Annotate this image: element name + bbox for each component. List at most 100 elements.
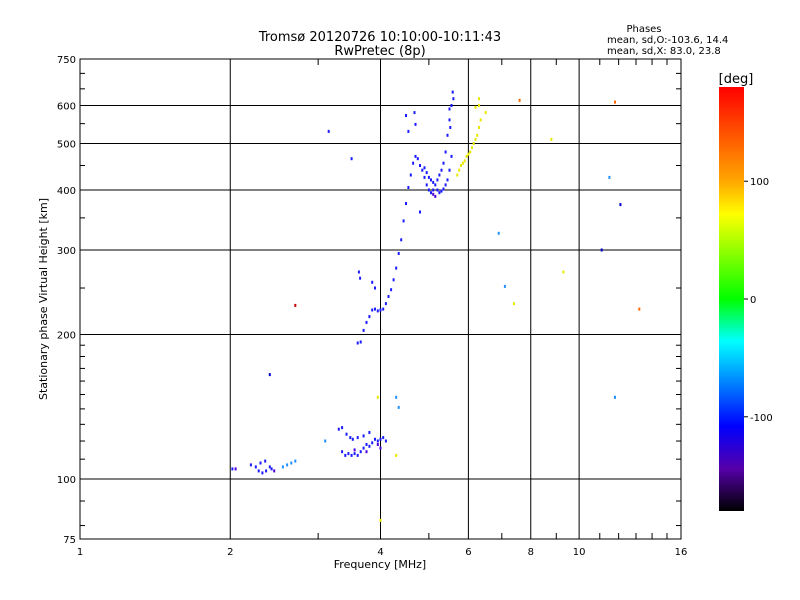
data-point bbox=[254, 465, 257, 469]
y-tick-label: 600 bbox=[57, 102, 76, 113]
x-tick-label: 16 bbox=[675, 547, 688, 558]
data-point bbox=[376, 395, 379, 399]
data-point bbox=[249, 463, 252, 467]
data-point bbox=[368, 315, 371, 319]
data-point bbox=[438, 191, 441, 195]
y-tick-label: 75 bbox=[63, 535, 76, 546]
data-point bbox=[438, 173, 441, 177]
data-point bbox=[448, 168, 451, 172]
data-point bbox=[416, 157, 419, 161]
y-tick-label: 500 bbox=[57, 140, 76, 151]
y-tick-label: 300 bbox=[57, 246, 76, 257]
data-point bbox=[379, 446, 382, 450]
data-point bbox=[234, 467, 237, 471]
data-point bbox=[450, 154, 453, 158]
data-point bbox=[430, 178, 432, 182]
data-point bbox=[350, 453, 353, 457]
data-point bbox=[608, 175, 611, 179]
data-point bbox=[397, 252, 400, 255]
y-tick-label: 200 bbox=[57, 331, 76, 342]
data-point bbox=[357, 270, 360, 274]
data-point bbox=[376, 443, 379, 446]
data-point bbox=[344, 453, 347, 457]
data-point bbox=[390, 288, 393, 292]
data-point bbox=[400, 238, 403, 242]
data-point bbox=[349, 436, 352, 440]
colorbar-tick-label: 100 bbox=[750, 177, 769, 188]
x-tick-label: 6 bbox=[465, 547, 471, 558]
data-point bbox=[261, 471, 264, 475]
data-point bbox=[270, 467, 273, 471]
data-point bbox=[474, 137, 477, 141]
data-point bbox=[472, 142, 475, 145]
data-point bbox=[368, 444, 371, 448]
colorbar-tick-label: -100 bbox=[750, 413, 773, 424]
data-point bbox=[444, 150, 447, 154]
data-point bbox=[265, 469, 268, 473]
data-point bbox=[359, 276, 362, 280]
data-point bbox=[425, 171, 428, 175]
data-point bbox=[512, 302, 515, 306]
x-axis-label: Frequency [MHz] bbox=[334, 558, 426, 571]
data-point bbox=[286, 463, 289, 467]
x-tick-label: 4 bbox=[377, 547, 383, 558]
data-point bbox=[294, 303, 297, 307]
data-point bbox=[436, 188, 439, 192]
data-point bbox=[446, 178, 449, 182]
y-axis-ticks: 75 100 200 300 400 500 600 750 bbox=[57, 55, 681, 546]
data-point bbox=[268, 373, 271, 377]
data-point bbox=[550, 137, 553, 141]
data-point bbox=[479, 118, 482, 122]
data-point bbox=[395, 266, 398, 270]
data-point bbox=[518, 98, 521, 102]
data-point bbox=[405, 114, 407, 117]
data-point bbox=[281, 465, 284, 469]
x-tick-label: 2 bbox=[227, 547, 233, 558]
data-point bbox=[562, 270, 565, 274]
data-point bbox=[374, 307, 376, 311]
y-tick-label: 750 bbox=[57, 55, 76, 66]
data-point bbox=[448, 118, 451, 122]
data-point bbox=[414, 122, 417, 126]
data-point bbox=[384, 302, 387, 306]
data-point bbox=[414, 154, 417, 158]
data-point bbox=[365, 443, 368, 446]
data-point bbox=[327, 129, 330, 133]
data-point bbox=[379, 308, 382, 312]
chart-subtitle: RwPretec (8p) bbox=[334, 44, 425, 59]
data-point bbox=[442, 187, 445, 191]
data-point bbox=[365, 450, 368, 454]
colorbar-label: [deg] bbox=[719, 72, 754, 87]
data-point bbox=[600, 248, 603, 252]
data-point bbox=[371, 308, 374, 312]
data-point bbox=[376, 309, 379, 313]
data-point bbox=[427, 188, 430, 192]
data-point bbox=[259, 461, 262, 465]
data-point bbox=[395, 453, 398, 457]
data-point bbox=[353, 448, 356, 452]
data-point bbox=[379, 518, 382, 522]
data-point bbox=[382, 307, 385, 311]
data-point bbox=[434, 194, 437, 198]
data-point bbox=[448, 107, 451, 111]
y-axis-label: Stationary phase Virtual Height [km] bbox=[37, 198, 50, 400]
data-point bbox=[374, 286, 376, 290]
phase-box-title: Phases bbox=[626, 24, 661, 35]
data-point bbox=[324, 439, 327, 443]
colorbar-ticks: 100 0 -100 bbox=[744, 177, 773, 424]
x-tick-label: 1 bbox=[77, 547, 83, 558]
data-point bbox=[365, 320, 368, 324]
x-tick-label: 8 bbox=[528, 547, 534, 558]
data-point bbox=[407, 186, 410, 189]
data-point bbox=[452, 97, 455, 101]
data-point bbox=[341, 426, 344, 430]
data-point bbox=[463, 159, 466, 163]
data-point bbox=[432, 180, 435, 184]
data-point bbox=[619, 203, 622, 207]
data-point bbox=[376, 439, 379, 443]
data-point bbox=[423, 175, 426, 179]
data-point bbox=[371, 441, 374, 445]
data-point bbox=[446, 133, 449, 137]
grid-lines bbox=[80, 59, 681, 539]
data-point bbox=[614, 395, 616, 399]
